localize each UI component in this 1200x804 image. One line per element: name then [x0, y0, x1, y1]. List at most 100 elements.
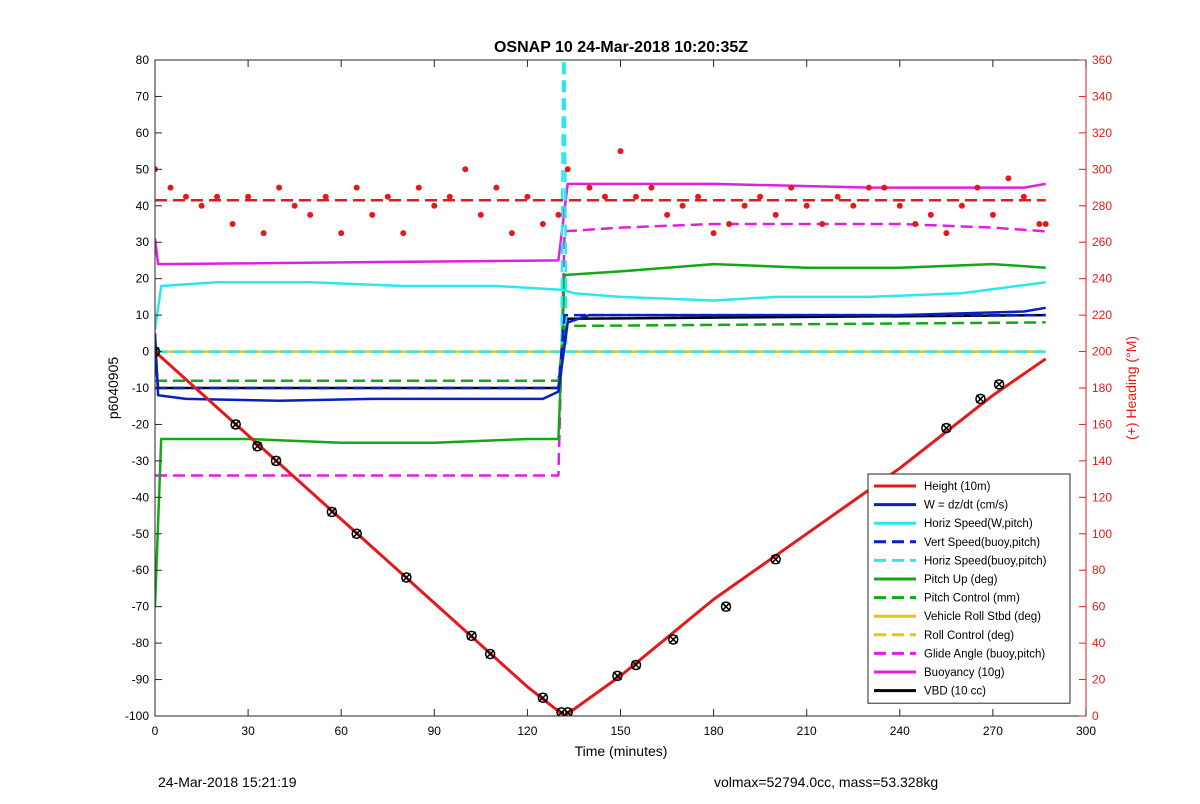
- y-tick-label: -70: [132, 600, 150, 614]
- y2-tick-label: 120: [1092, 490, 1112, 504]
- y2-tick-label: 20: [1092, 673, 1106, 687]
- legend-item-horiz-speed-w-pitch: Horiz Speed(W,pitch): [874, 518, 1033, 530]
- heading-point: [322, 193, 329, 200]
- chart-title: OSNAP 10 24-Mar-2018 10:20:35Z: [494, 39, 748, 56]
- height-marker: [270, 455, 282, 467]
- y-tick-label: -30: [132, 454, 150, 468]
- heading-point: [446, 193, 453, 200]
- y-tick-label: -40: [132, 490, 150, 504]
- y-tick-label: -100: [125, 709, 149, 723]
- legend-label: Pitch Control (mm): [924, 593, 1020, 605]
- y-tick-label: -90: [132, 673, 150, 687]
- legend-item-buoyancy-10g: Buoyancy (10g): [874, 667, 1005, 679]
- heading-point: [431, 202, 438, 209]
- y2-tick-label: 60: [1092, 600, 1106, 614]
- heading-point: [664, 211, 671, 218]
- legend-label: Height (10m): [924, 481, 991, 493]
- heading-point: [943, 230, 950, 237]
- heading-point: [539, 221, 546, 227]
- series-height-10m: [155, 350, 1047, 716]
- legend-item-height-10m: Height (10m): [874, 481, 991, 493]
- heading-point: [276, 184, 283, 191]
- legend-label: Horiz Speed(W,pitch): [924, 518, 1033, 530]
- y2-tick-label: 280: [1092, 199, 1112, 213]
- x-tick-label: 60: [335, 724, 349, 738]
- legend-item-roll-control-deg: Roll Control (deg): [874, 630, 1014, 642]
- y-tick-label: -10: [132, 381, 150, 395]
- legend-item-vbd-10-cc: VBD (10 cc): [874, 686, 986, 698]
- heading-point: [865, 184, 872, 191]
- heading-point: [772, 211, 779, 218]
- y2-tick-label: 220: [1092, 308, 1112, 322]
- legend-item-pitch-up-deg: Pitch Up (deg): [874, 574, 998, 586]
- legend-item-horiz-speed-buoy-pitch: Horiz Speed(buoy,pitch): [874, 555, 1047, 567]
- heading-point: [757, 193, 764, 200]
- heading-point: [803, 202, 810, 209]
- height-marker: [668, 634, 679, 645]
- heading-point: [850, 202, 857, 209]
- y2-tick-label: 100: [1092, 527, 1112, 541]
- y2-tick-label: 260: [1092, 235, 1112, 249]
- heading-point: [384, 193, 391, 200]
- heading-point: [260, 230, 267, 237]
- heading-point: [555, 211, 562, 218]
- heading-point: [214, 193, 221, 200]
- y-tick-label: 0: [142, 345, 149, 359]
- y-tick-label: 70: [136, 89, 150, 103]
- x-axis-label: Time (minutes): [575, 743, 668, 759]
- heading-point: [819, 221, 826, 227]
- heading-point: [602, 193, 608, 200]
- height-marker: [975, 393, 986, 405]
- footer-timestamp: 24-Mar-2018 15:21:19: [158, 774, 297, 790]
- heading-point: [353, 184, 360, 191]
- heading-point: [229, 221, 236, 227]
- heading-point: [477, 211, 484, 218]
- y2-tick-label: 240: [1092, 272, 1112, 286]
- heading-point: [338, 230, 345, 237]
- x-tick-label: 240: [890, 724, 910, 738]
- x-tick-label: 300: [1076, 724, 1096, 738]
- y2-tick-label: 40: [1092, 636, 1106, 650]
- legend-item-vehicle-roll-stbd-deg: Vehicle Roll Stbd (deg): [874, 611, 1041, 623]
- heading-point: [1036, 221, 1043, 227]
- series-horiz-speed-w-pitch: [155, 281, 1046, 330]
- x-tick-label: 90: [428, 724, 442, 738]
- legend-label: Buoyancy (10g): [924, 667, 1005, 679]
- legend-item-glide-angle-buoy-pitch: Glide Angle (buoy,pitch): [874, 648, 1045, 660]
- legend-label: Glide Angle (buoy,pitch): [924, 648, 1045, 660]
- legend-item-vert-speed-buoy-pitch: Vert Speed(buoy,pitch): [874, 537, 1040, 549]
- legend-item-pitch-control-mm: Pitch Control (mm): [874, 593, 1020, 605]
- legend-label: Vert Speed(buoy,pitch): [924, 537, 1040, 549]
- heading-point: [788, 184, 795, 191]
- heading-point: [291, 202, 298, 209]
- heading-point: [586, 184, 593, 191]
- height-marker: [484, 648, 496, 660]
- height-marker: [720, 601, 732, 612]
- series-buoyancy-10g: [155, 182, 1046, 266]
- height-marker: [941, 422, 952, 434]
- heading-point: [564, 166, 571, 173]
- legend-label: W = dz/dt (cm/s): [924, 500, 1008, 512]
- y2-tick-label: 180: [1092, 381, 1112, 395]
- x-tick-label: 150: [610, 724, 630, 738]
- height-marker: [466, 630, 477, 642]
- y2-tick-label: 340: [1092, 89, 1112, 103]
- y-tick-label: -80: [132, 636, 150, 650]
- heading-point: [958, 202, 965, 209]
- y2-tick-label: 360: [1092, 53, 1112, 67]
- heading-point: [617, 148, 624, 155]
- height-marker: [993, 379, 1005, 390]
- heading-point: [369, 211, 376, 218]
- y-tick-label: 40: [136, 199, 150, 213]
- y2-tick-label: 140: [1092, 454, 1112, 468]
- heading-point: [1005, 175, 1012, 182]
- height-marker: [351, 528, 362, 540]
- heading-point: [695, 193, 702, 200]
- heading-point: [198, 202, 205, 209]
- y2-tick-label: 300: [1092, 162, 1112, 176]
- y2-tick-label: 160: [1092, 417, 1112, 431]
- y2-tick-label: 0: [1092, 709, 1099, 723]
- y-tick-label: 80: [136, 53, 150, 67]
- height-marker: [770, 554, 781, 565]
